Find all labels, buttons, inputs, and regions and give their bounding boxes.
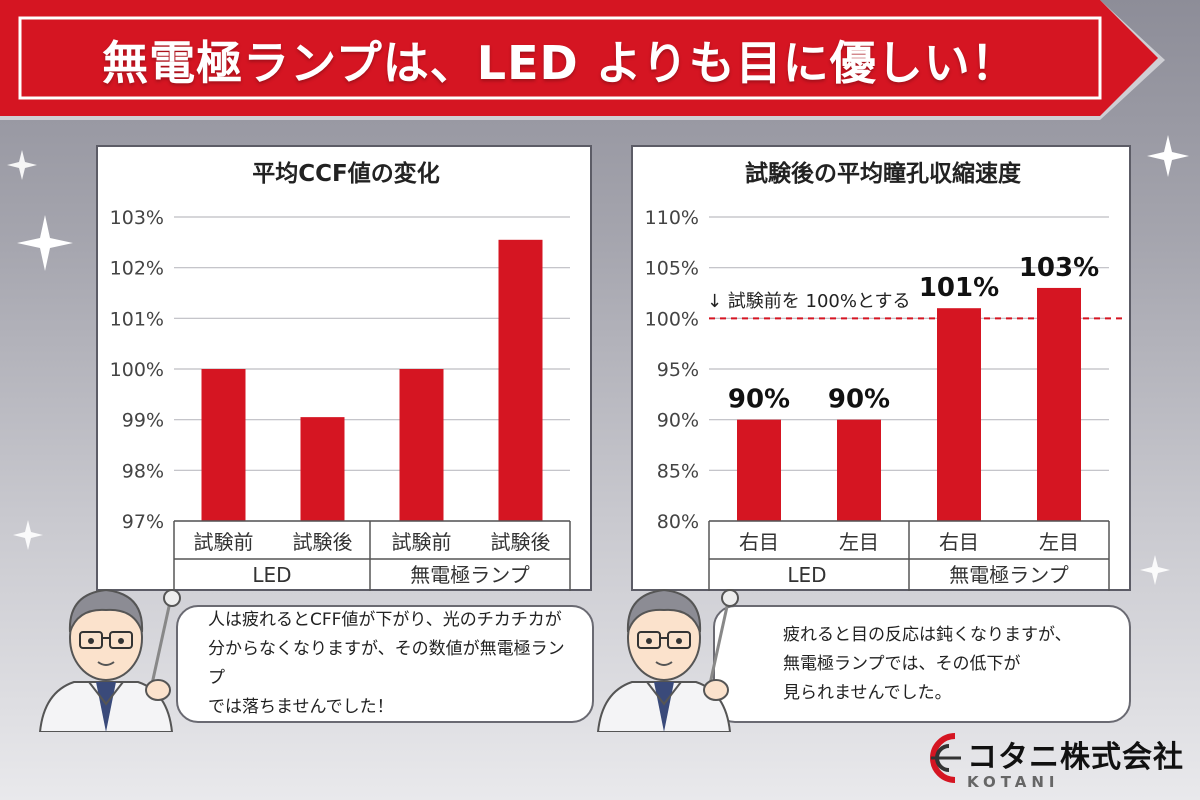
bar bbox=[300, 417, 345, 521]
group-label-led: LED bbox=[787, 563, 826, 587]
company-logo: コタニ株式会社 KOTANI bbox=[921, 728, 1191, 794]
company-name: コタニ株式会社 bbox=[967, 740, 1184, 775]
bar-value-label: 90% bbox=[728, 385, 790, 415]
bar-value-label: 103% bbox=[1019, 253, 1099, 283]
banner-frame bbox=[18, 16, 1102, 100]
chart-title: 平均CCF値の変化 bbox=[252, 160, 439, 187]
company-logo-mark-icon bbox=[930, 733, 961, 783]
x-category-label: 右目 bbox=[739, 530, 779, 554]
bubble-line: 疲れると目の反応は鈍くなりますが、 bbox=[783, 624, 1072, 645]
y-tick-label: 95% bbox=[657, 359, 699, 381]
bubble-line: 見られませんでした。 bbox=[783, 682, 952, 703]
y-tick-label: 97% bbox=[122, 511, 164, 533]
page-title: 無電極ランプは、LED よりも目に優しい！ bbox=[102, 36, 1018, 90]
x-category-label: 試験前 bbox=[392, 530, 452, 554]
sparkle-left-icon bbox=[7, 150, 73, 550]
bubble-line: 無電極ランプでは、その低下が bbox=[783, 653, 1021, 674]
svg-text:KOTANI: KOTANI bbox=[967, 773, 1060, 791]
speech-bubble-left: 人は疲れるとCFF値が下がり、光のチカチカが 分からなくなりますが、その数値が無… bbox=[176, 605, 594, 723]
x-category-label: 試験後 bbox=[293, 530, 353, 554]
speech-bubble-right: 疲れると目の反応は鈍くなりますが、 無電極ランプでは、その低下が 見られませんで… bbox=[713, 605, 1131, 723]
y-tick-label: 100% bbox=[645, 308, 699, 330]
y-tick-label: 98% bbox=[122, 460, 164, 482]
bar bbox=[399, 369, 444, 521]
pupil-chart: 試験後の平均瞳孔収縮速度 90% 90% 101% 103% 110% 105% 100%… bbox=[645, 160, 1127, 591]
bar-value-label: 90% bbox=[828, 385, 890, 415]
group-label-electrodeless: 無電極ランプ bbox=[410, 563, 529, 587]
group-label-led: LED bbox=[252, 563, 291, 587]
scientist-left-icon bbox=[38, 588, 181, 732]
sparkle-right-icon bbox=[1140, 135, 1189, 585]
reference-line-label: ↓ 試験前を 100%とする bbox=[707, 291, 910, 312]
bar bbox=[1037, 287, 1081, 521]
banner-arrow bbox=[0, 0, 1158, 116]
x-category-label: 試験後 bbox=[491, 530, 551, 554]
y-tick-label: 100% bbox=[110, 359, 164, 381]
x-category-label: 左目 bbox=[1039, 530, 1079, 554]
y-tick-label: 101% bbox=[110, 308, 164, 330]
group-label-electrodeless: 無電極ランプ bbox=[949, 563, 1068, 587]
pupil-chart-panel: 試験後の平均瞳孔収縮速度 90% 90% 101% 103% 110% 105% 100%… bbox=[631, 145, 1131, 591]
x-category-label: 左目 bbox=[839, 530, 879, 554]
ccf-chart: 平均CCF値の変化 103% 102% 101% 100% 99% 98% 97% 試験前 試… bbox=[110, 160, 571, 591]
title-banner bbox=[0, 0, 1165, 120]
bar bbox=[937, 308, 981, 521]
bubble-line: では落ちませんでした！ bbox=[208, 697, 394, 717]
bubble-line: 分からなくなりますが、その数値が無電極ランプ bbox=[208, 639, 565, 688]
y-tick-label: 85% bbox=[657, 460, 699, 482]
y-tick-label: 103% bbox=[110, 207, 164, 229]
bar-value-label: 101% bbox=[919, 273, 999, 303]
y-tick-label: 99% bbox=[122, 410, 164, 432]
bar bbox=[837, 419, 881, 521]
chart-title: 試験後の平均瞳孔収縮速度 bbox=[745, 160, 1022, 187]
y-tick-label: 90% bbox=[657, 410, 699, 432]
bar bbox=[498, 239, 543, 522]
ccf-chart-panel: 平均CCF値の変化 103% 102% 101% 100% 99% 98% 97% 試験前 試… bbox=[96, 145, 592, 591]
y-tick-label: 102% bbox=[110, 258, 164, 280]
company-subtext: KOTANI bbox=[967, 773, 1060, 791]
bar bbox=[201, 369, 246, 521]
y-tick-label: 105% bbox=[645, 258, 699, 280]
bar bbox=[737, 419, 781, 521]
scientist-right-icon bbox=[596, 588, 739, 732]
y-tick-label: 80% bbox=[657, 511, 699, 533]
y-tick-label: 110% bbox=[645, 207, 699, 229]
bubble-line: 人は疲れるとCFF値が下がり、光のチカチカが bbox=[208, 610, 562, 630]
x-category-label: 試験前 bbox=[194, 530, 254, 554]
x-category-label: 右目 bbox=[939, 530, 979, 554]
